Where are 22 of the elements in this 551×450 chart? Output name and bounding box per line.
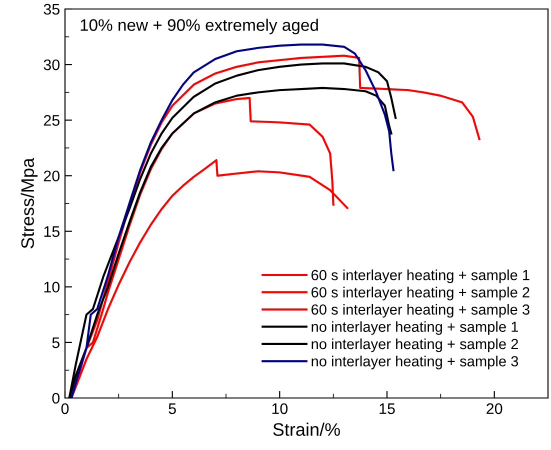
y-tick-label: 25: [44, 115, 60, 126]
y-tick-label: 10: [44, 282, 60, 293]
x-tick-label: 5: [168, 403, 176, 414]
x-tick-label: 0: [61, 403, 69, 414]
y-tick-label: 35: [44, 4, 60, 15]
x-tick-label: 10: [272, 403, 288, 414]
y-tick-label: 0: [52, 392, 60, 404]
y-tick-label: 20: [44, 170, 60, 182]
x-tick-label: 20: [486, 403, 502, 414]
legend-label: no interlayer heating + sample 2: [312, 338, 518, 352]
x-axis-title: Strain/%: [273, 422, 340, 436]
x-tick-label: 15: [380, 403, 395, 414]
legend-label: no interlayer heating + sample 3: [312, 356, 518, 370]
annotation: 10% new + 90% extremely aged: [80, 18, 318, 34]
y-tick-label: 15: [44, 226, 60, 237]
y-tick-label: 30: [44, 59, 60, 70]
legend-label: 60 s interlayer heating + sample 1: [312, 270, 530, 284]
legend-label: 60 s interlayer heating + sample 3: [312, 304, 530, 318]
y-axis-title: Stress/Mpa: [20, 158, 38, 248]
legend-label: no interlayer heating + sample 1: [312, 321, 518, 335]
y-tick-label: 5: [52, 337, 60, 348]
legend-label: 60 s interlayer heating + sample 2: [312, 286, 530, 300]
